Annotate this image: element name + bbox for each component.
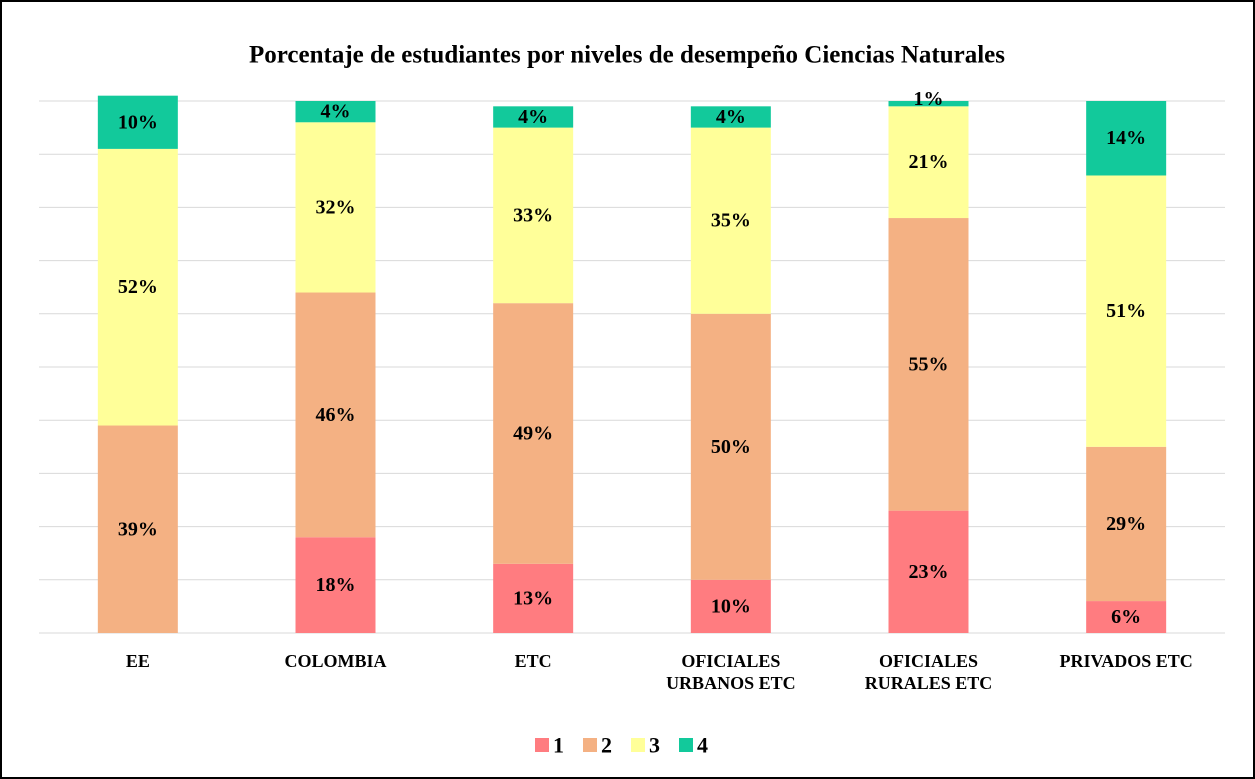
- bar-segment: [295, 101, 376, 123]
- data-label: 55%: [909, 353, 949, 375]
- bar-segment: [690, 313, 771, 580]
- data-label: 14%: [1106, 127, 1146, 149]
- data-label: 52%: [118, 276, 158, 298]
- legend-label: 3: [649, 733, 660, 758]
- data-label: 13%: [513, 587, 553, 609]
- x-tick-label: EE: [125, 651, 150, 671]
- data-label: 51%: [1106, 300, 1146, 322]
- bar-segment: [690, 579, 771, 633]
- chart-title: Porcentaje de estudiantes por niveles de…: [249, 42, 1005, 69]
- data-label: 46%: [316, 404, 356, 426]
- data-label: 29%: [1106, 513, 1146, 535]
- x-tick-label: PRIVADOS ETC: [1059, 651, 1193, 671]
- data-label: 10%: [118, 111, 158, 133]
- data-label: 4%: [518, 106, 548, 128]
- bar-segment: [493, 127, 574, 304]
- bar-segment: [1086, 101, 1167, 176]
- x-tick-label: ETC: [514, 651, 552, 671]
- data-label: 50%: [711, 436, 751, 458]
- data-label: 49%: [513, 423, 553, 445]
- bar-segment: [888, 510, 969, 633]
- data-label: 6%: [1111, 606, 1141, 628]
- data-label: 35%: [711, 210, 751, 232]
- bar-segment: [97, 425, 178, 633]
- x-tick-label: OFICIALES RURALES ETC: [864, 651, 993, 693]
- bar-segment: [1086, 175, 1167, 447]
- legend-swatch: [535, 738, 549, 752]
- x-tick-label: COLOMBIA: [284, 651, 387, 671]
- data-label: 10%: [711, 595, 751, 617]
- legend-label: 4: [697, 733, 708, 758]
- data-label: 33%: [513, 204, 553, 226]
- data-label: 1%: [914, 88, 944, 110]
- bar-segment: [1086, 601, 1167, 633]
- bar-segment: [888, 101, 969, 107]
- data-label: 18%: [316, 574, 356, 596]
- x-tick-label: OFICIALES URBANOS ETC: [666, 651, 796, 693]
- data-label: 21%: [909, 151, 949, 173]
- bar-segment: [493, 563, 574, 633]
- bar-segment: [690, 127, 771, 314]
- data-label: 39%: [118, 518, 158, 540]
- legend-swatch: [631, 738, 645, 752]
- bar-segment: [295, 122, 376, 293]
- data-label: 23%: [909, 561, 949, 583]
- bar-segment: [690, 106, 771, 128]
- legend-swatch: [583, 738, 597, 752]
- legend-swatch: [679, 738, 693, 752]
- bar-segment: [97, 95, 178, 149]
- bar-segment: [888, 106, 969, 219]
- bar-segment: [97, 148, 178, 426]
- bar-segment: [295, 537, 376, 633]
- data-label: 4%: [716, 106, 746, 128]
- bar-segment: [888, 218, 969, 511]
- legend-label: 1: [553, 733, 564, 758]
- bar-segment: [493, 303, 574, 564]
- data-label: 4%: [321, 101, 351, 123]
- bar-segment: [295, 292, 376, 538]
- data-label: 32%: [316, 196, 356, 218]
- bar-segment: [1086, 446, 1167, 602]
- legend-label: 2: [601, 733, 612, 758]
- bar-segment: [493, 106, 574, 128]
